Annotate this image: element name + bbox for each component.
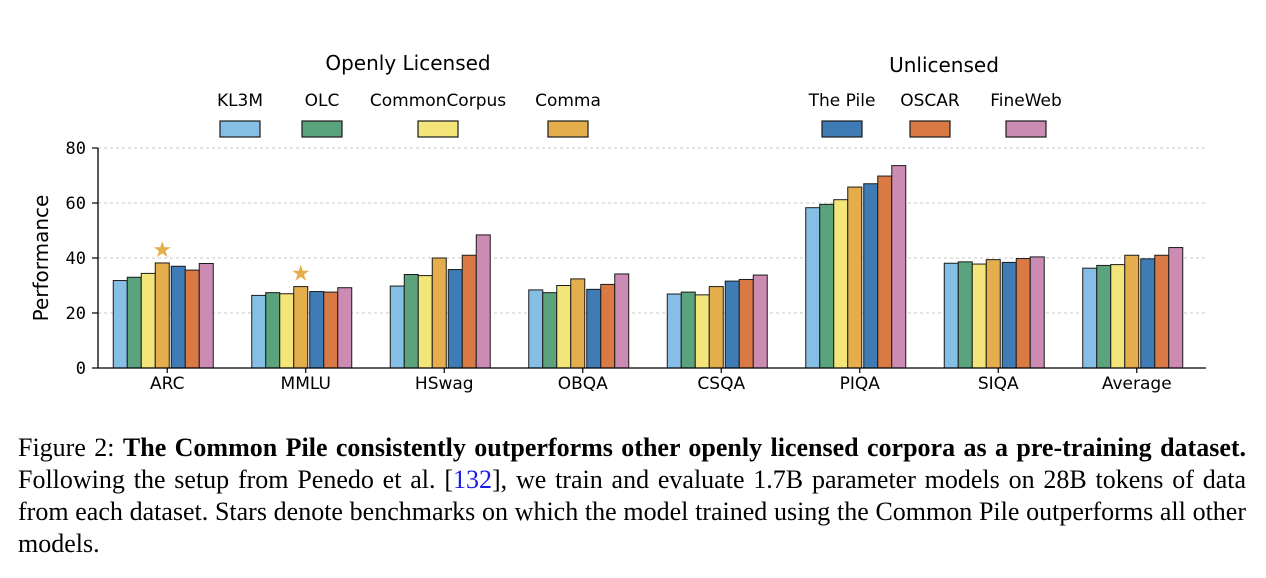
y-tick-label: 60 — [66, 194, 86, 214]
caption-text-after-ref: ], we train and evaluate 1.7B parameter … — [18, 465, 1246, 558]
bar-the-pile-average — [1140, 258, 1156, 369]
gridlines — [98, 147, 1206, 314]
x-tick-label-mmlu: MMLU — [281, 374, 331, 394]
bar-oscar-piqa — [877, 175, 893, 369]
bar-olc-average — [1096, 264, 1112, 369]
bar-kl3m-average — [1082, 267, 1098, 369]
x-tick-label-arc: ARC — [150, 374, 184, 394]
bar-kl3m-arc — [112, 280, 128, 369]
bar-fineweb-hswag — [475, 234, 491, 369]
citation-link[interactable]: 132 — [452, 465, 492, 494]
bar-commoncorpus-hswag — [417, 275, 433, 369]
bar-comma-csqa — [708, 286, 724, 369]
bar-oscar-csqa — [738, 278, 754, 369]
legend-group-title-openly-licensed: Openly Licensed — [325, 51, 490, 75]
x-tick-label-csqa: CSQA — [697, 374, 745, 394]
legend-label-fineweb: FineWeb — [990, 91, 1062, 111]
bar-kl3m-siqa — [943, 262, 959, 369]
bar-olc-arc — [126, 276, 142, 369]
bar-fineweb-average — [1168, 247, 1184, 369]
bar-fineweb-obqa — [614, 273, 630, 369]
bar-kl3m-csqa — [666, 293, 682, 369]
bar-the-pile-siqa — [1001, 261, 1017, 369]
bar-oscar-hswag — [461, 254, 477, 369]
bar-commoncorpus-average — [1110, 264, 1126, 369]
bar-kl3m-piqa — [805, 207, 821, 369]
bar-comma-hswag — [431, 257, 447, 369]
axes: 0 20 40 60 80 Performance ARC MMLU HSwag OBQA CSQA… — [29, 139, 1206, 394]
bar-olc-csqa — [680, 291, 696, 369]
legend-label-kl3m: KL3M — [217, 91, 263, 111]
bar-comma-obqa — [570, 278, 586, 369]
legend-swatch-comma — [547, 120, 589, 138]
bar-comma-average — [1124, 254, 1140, 369]
legend-swatch-commoncorpus — [417, 120, 459, 138]
y-tick-label: 20 — [66, 304, 86, 324]
caption-text-before-ref: Following the setup from Penedo et al. [ — [18, 465, 453, 494]
bar-commoncorpus-piqa — [833, 199, 849, 369]
star-icon: ★ — [152, 238, 172, 263]
legend-label-commoncorpus: CommonCorpus — [370, 91, 506, 111]
x-tick-label-piqa: PIQA — [840, 374, 881, 394]
bar-fineweb-arc — [198, 263, 214, 369]
y-tick-label: 80 — [66, 139, 86, 159]
caption-bold: The Common Pile consistently outperforms… — [122, 433, 1247, 462]
y-axis-label: Performance — [29, 195, 53, 322]
bar-commoncorpus-obqa — [556, 285, 572, 369]
bar-comma-piqa — [847, 186, 863, 369]
bar-commoncorpus-csqa — [694, 294, 710, 369]
legend: Openly Licensed Unlicensed KL3M OLC CommonCo… — [217, 51, 1062, 138]
bar-the-pile-arc — [170, 265, 186, 369]
legend-swatch-olc — [301, 120, 343, 138]
bar-olc-obqa — [542, 292, 558, 369]
bar-comma-mmlu — [293, 286, 309, 369]
legend-label-the-pile: The Pile — [808, 91, 876, 111]
bar-oscar-arc — [184, 269, 200, 369]
bar-oscar-obqa — [600, 283, 616, 369]
bar-kl3m-mmlu — [251, 294, 267, 369]
bar-kl3m-hswag — [389, 285, 405, 369]
bar-the-pile-mmlu — [309, 291, 325, 369]
bar-the-pile-obqa — [586, 288, 602, 369]
x-tick-label-siqa: SIQA — [978, 374, 1019, 394]
bar-the-pile-piqa — [863, 183, 879, 369]
bar-commoncorpus-mmlu — [279, 293, 295, 369]
bar-fineweb-mmlu — [337, 287, 353, 369]
bar-the-pile-csqa — [724, 280, 740, 369]
bar-commoncorpus-arc — [140, 272, 156, 369]
legend-group-title-unlicensed: Unlicensed — [889, 53, 999, 77]
bar-oscar-siqa — [1015, 258, 1031, 369]
legend-swatch-kl3m — [219, 120, 261, 138]
bar-fineweb-piqa — [891, 165, 907, 369]
legend-swatch-fineweb — [1005, 120, 1047, 138]
bar-comma-arc — [154, 262, 170, 369]
bar-comma-siqa — [985, 259, 1001, 369]
bar-fineweb-siqa — [1029, 256, 1045, 369]
bar-olc-hswag — [403, 274, 419, 369]
bar-olc-siqa — [957, 261, 973, 369]
bar-the-pile-hswag — [447, 269, 463, 369]
y-tick-label: 40 — [66, 249, 86, 269]
y-tick-label: 0 — [76, 359, 86, 379]
figure-caption: Figure 2: The Common Pile consistently o… — [18, 432, 1246, 560]
bar-commoncorpus-siqa — [971, 263, 987, 369]
bar-chart: Openly Licensed Unlicensed KL3M OLC CommonCo… — [29, 51, 1206, 394]
bar-oscar-mmlu — [323, 291, 339, 369]
x-tick-label-average: Average — [1102, 374, 1172, 394]
x-tick-label-hswag: HSwag — [415, 374, 474, 394]
bars: ★★ — [112, 165, 1184, 369]
bar-fineweb-csqa — [752, 274, 768, 369]
legend-swatch-the-pile — [821, 120, 863, 138]
star-icon: ★ — [291, 262, 311, 287]
bar-olc-piqa — [819, 203, 835, 369]
bar-kl3m-obqa — [528, 289, 544, 369]
x-tick-label-obqa: OBQA — [558, 374, 608, 394]
bar-oscar-average — [1154, 254, 1170, 369]
legend-label-comma: Comma — [535, 91, 601, 111]
bar-olc-mmlu — [265, 292, 281, 369]
legend-swatch-oscar — [909, 120, 951, 138]
legend-label-olc: OLC — [305, 91, 340, 111]
legend-label-oscar: OSCAR — [900, 91, 960, 111]
caption-label: Figure 2: — [18, 433, 115, 462]
